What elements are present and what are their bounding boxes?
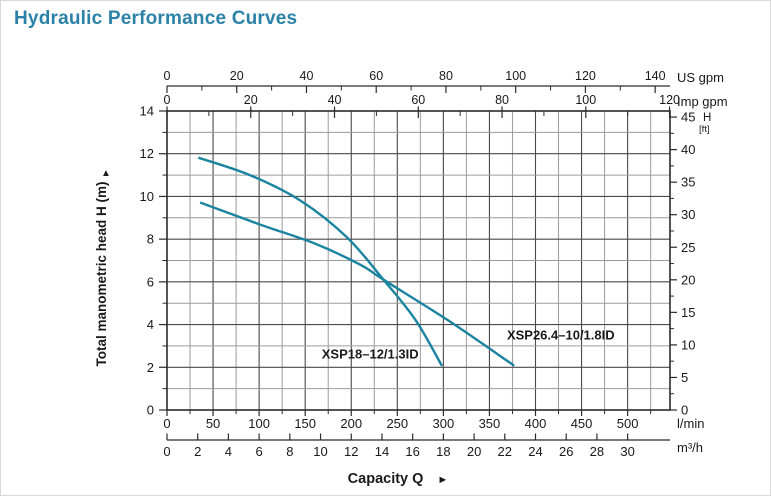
svg-text:0: 0 bbox=[163, 416, 170, 431]
svg-text:6: 6 bbox=[256, 444, 263, 459]
svg-text:350: 350 bbox=[479, 416, 501, 431]
svg-text:2: 2 bbox=[194, 444, 201, 459]
svg-text:[ft]: [ft] bbox=[699, 124, 710, 135]
svg-text:100: 100 bbox=[248, 416, 270, 431]
svg-text:120: 120 bbox=[575, 69, 596, 83]
svg-text:30: 30 bbox=[681, 207, 695, 222]
svg-text:250: 250 bbox=[386, 416, 408, 431]
svg-text:10: 10 bbox=[313, 444, 327, 459]
svg-text:8: 8 bbox=[147, 232, 154, 247]
svg-text:2: 2 bbox=[147, 360, 154, 375]
svg-text:20: 20 bbox=[467, 444, 481, 459]
svg-text:30: 30 bbox=[620, 444, 634, 459]
axis-top-us-gpm: 0 20 40 60 80 100 120 140 US gpm bbox=[164, 69, 724, 93]
svg-text:100: 100 bbox=[505, 69, 526, 83]
svg-text:25: 25 bbox=[681, 240, 695, 255]
svg-text:Imp gpm: Imp gpm bbox=[677, 94, 728, 109]
svg-text:l/min: l/min bbox=[677, 416, 704, 431]
svg-text:16: 16 bbox=[405, 444, 419, 459]
page-title: Hydraulic Performance Curves bbox=[14, 8, 298, 29]
svg-text:4: 4 bbox=[147, 317, 154, 332]
curve-series-1: XSP18–12/1.3ID bbox=[198, 156, 443, 367]
svg-text:14: 14 bbox=[375, 444, 389, 459]
svg-text:H: H bbox=[703, 112, 711, 124]
svg-text:0: 0 bbox=[163, 444, 170, 459]
svg-text:45: 45 bbox=[681, 110, 695, 125]
svg-text:50: 50 bbox=[206, 416, 220, 431]
svg-text:US gpm: US gpm bbox=[677, 70, 724, 85]
svg-text:0: 0 bbox=[681, 403, 688, 418]
axis-bottom-m3h: 0 2 4 6 8 10 12 14 16 18 20 22 24 26 28 30 m³/h bbox=[163, 433, 703, 459]
svg-text:6: 6 bbox=[147, 274, 154, 289]
svg-text:0: 0 bbox=[164, 69, 171, 83]
svg-text:14: 14 bbox=[140, 104, 154, 119]
y-axis-title: Total manometric head H (m) bbox=[94, 181, 109, 366]
svg-text:120: 120 bbox=[659, 93, 680, 107]
curve-1 bbox=[198, 156, 443, 367]
svg-text:80: 80 bbox=[495, 93, 509, 107]
svg-text:100: 100 bbox=[575, 93, 596, 107]
svg-text:40: 40 bbox=[300, 69, 314, 83]
svg-text:80: 80 bbox=[439, 69, 453, 83]
svg-text:0: 0 bbox=[147, 403, 154, 418]
svg-text:200: 200 bbox=[340, 416, 362, 431]
curve-series-2: XSP26.4–10/1.8ID bbox=[199, 201, 615, 367]
grid bbox=[167, 111, 670, 410]
svg-text:40: 40 bbox=[328, 93, 342, 107]
axis-titles: Total manometric head H (m) ▲ Capacity Q ► bbox=[94, 168, 448, 487]
svg-text:10: 10 bbox=[681, 337, 695, 352]
svg-text:26: 26 bbox=[559, 444, 573, 459]
curve-2 bbox=[199, 201, 515, 367]
svg-text:18: 18 bbox=[436, 444, 450, 459]
svg-text:8: 8 bbox=[286, 444, 293, 459]
svg-text:400: 400 bbox=[525, 416, 547, 431]
svg-text:28: 28 bbox=[590, 444, 604, 459]
svg-text:300: 300 bbox=[433, 416, 455, 431]
svg-text:140: 140 bbox=[645, 69, 666, 83]
axis-left-head-m: 0 2 4 6 8 10 12 14 bbox=[140, 104, 167, 418]
svg-text:22: 22 bbox=[498, 444, 512, 459]
curve-label-2: XSP26.4–10/1.8ID bbox=[507, 328, 615, 343]
svg-text:40: 40 bbox=[681, 142, 695, 157]
svg-text:60: 60 bbox=[411, 93, 425, 107]
svg-text:60: 60 bbox=[369, 69, 383, 83]
axis-bottom-lmin: 0 50 100 150 200 250 300 350 400 450 500 l/min bbox=[163, 410, 704, 431]
axis-right-head-ft: 0 5 10 15 20 25 30 35 40 45 H[ft] bbox=[670, 110, 711, 418]
x-axis-title: Capacity Q ► bbox=[348, 471, 449, 487]
svg-text:15: 15 bbox=[681, 305, 695, 320]
svg-text:24: 24 bbox=[528, 444, 542, 459]
svg-text:150: 150 bbox=[294, 416, 316, 431]
curve-label-1: XSP18–12/1.3ID bbox=[322, 347, 419, 362]
svg-text:0: 0 bbox=[164, 93, 171, 107]
y-axis-arrow-up-icon: ▲ bbox=[101, 168, 111, 179]
svg-text:35: 35 bbox=[681, 175, 695, 190]
svg-text:450: 450 bbox=[571, 416, 593, 431]
svg-text:10: 10 bbox=[140, 189, 154, 204]
svg-text:20: 20 bbox=[230, 69, 244, 83]
svg-text:20: 20 bbox=[681, 272, 695, 287]
svg-text:20: 20 bbox=[244, 93, 258, 107]
svg-text:5: 5 bbox=[681, 370, 688, 385]
svg-text:m³/h: m³/h bbox=[677, 440, 703, 455]
svg-text:12: 12 bbox=[140, 146, 154, 161]
svg-text:4: 4 bbox=[225, 444, 232, 459]
svg-text:500: 500 bbox=[617, 416, 639, 431]
svg-text:12: 12 bbox=[344, 444, 358, 459]
